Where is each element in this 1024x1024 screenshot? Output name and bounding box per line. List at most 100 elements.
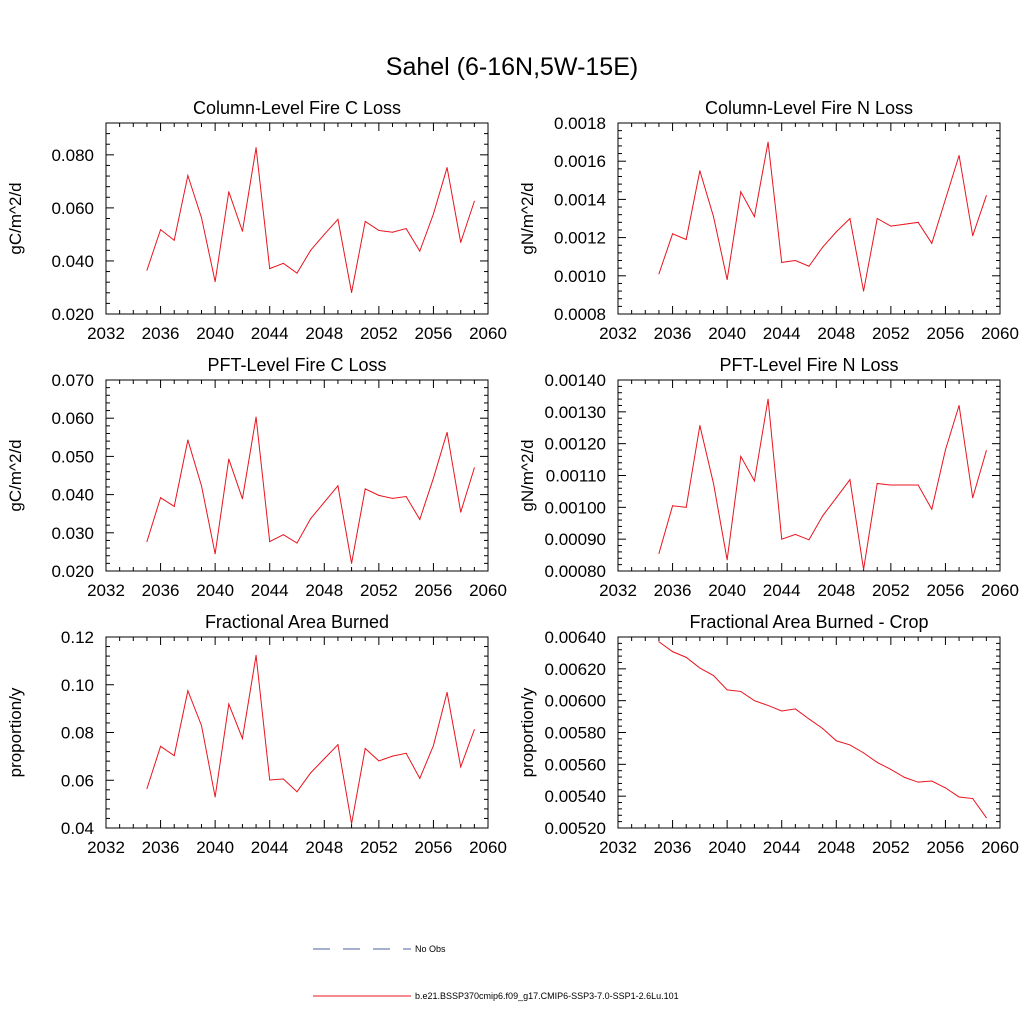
data-point [972,235,974,237]
data-point [473,729,475,731]
figure-title: Sahel (6-16N,5W-15E) [386,53,638,81]
data-point [296,791,298,793]
y-tick-label: 0.00140 [545,371,606,390]
data-point [808,265,810,267]
data-point [808,718,810,720]
data-point [392,755,393,757]
x-tick-label: 2048 [305,838,343,857]
y-tick-label: 0.00090 [545,530,606,549]
panel-title: Column-Level Fire N Loss [705,98,913,118]
x-tick-label: 2056 [415,324,453,343]
series-line [146,655,475,824]
data-point [146,541,148,543]
data-point [685,239,687,241]
data-point [767,704,769,706]
panel-1: Column-Level Fire C Loss gC/m^2/d 2032 2036… [6,98,507,343]
x-tick-label: 2032 [599,838,637,857]
y-tick-label: 0.080 [51,146,94,165]
x-tick-label: 2036 [654,324,692,343]
data-point [890,225,892,227]
x-tick-label: 2032 [87,581,125,600]
data-point [160,745,162,747]
data-point [699,667,701,669]
y-tick-label: 0.10 [61,676,94,695]
x-tick-label: 2032 [87,324,125,343]
x-tick-label: 2052 [360,581,398,600]
data-point [931,242,933,244]
y-tick-label: 0.030 [51,524,94,543]
y-tick-label: 0.0014 [554,190,606,209]
data-point [672,233,674,235]
data-point [931,508,933,510]
x-tick-label: 2048 [817,324,855,343]
panel-title: Fractional Area Burned [205,612,389,632]
data-point [781,538,783,540]
data-point [296,272,298,274]
data-point [767,398,769,400]
data-point [446,167,448,169]
data-point [146,269,148,271]
y-tick-label: 0.08 [61,724,94,743]
x-tick-label: 2036 [654,581,692,600]
y-tick-label: 0.040 [51,252,94,271]
data-point [282,262,284,264]
x-tick-label: 2044 [251,838,289,857]
data-point [699,425,701,427]
data-point [296,542,298,544]
y-axis-label: gN/m^2/d [518,439,537,511]
data-point [337,744,339,746]
data-point [985,817,987,819]
data-point [282,534,284,536]
data-point [794,533,796,535]
y-tick-label: 0.020 [51,305,94,324]
data-point [160,229,162,231]
data-point [364,220,366,222]
x-tick-label: 2056 [415,838,453,857]
data-point [944,449,946,451]
data-point [310,772,312,774]
y-tick-label: 0.0012 [554,229,606,248]
x-tick-label: 2044 [251,324,289,343]
data-point [876,482,878,484]
x-tick-label: 2052 [872,581,910,600]
x-tick-label: 2060 [981,324,1019,343]
data-point [364,748,366,749]
data-point [201,725,202,727]
x-tick-label: 2044 [251,581,289,600]
data-point [323,501,325,503]
data-point [985,195,987,197]
plot-frame [617,636,1001,829]
data-point [917,221,919,223]
data-point [658,641,660,643]
y-axis-label: gC/m^2/d [6,439,25,511]
data-point [351,823,353,825]
series-line [146,416,475,564]
series-line [658,399,987,570]
y-tick-label: 0.0008 [554,305,606,324]
data-point [835,497,837,499]
x-tick-label: 2032 [599,581,637,600]
data-point [658,273,660,275]
panel-6: Fractional Area Burned - Crop proportion/… [518,612,1019,857]
y-tick-label: 0.00520 [545,819,606,838]
data-point [781,261,783,263]
x-tick-label: 2060 [981,838,1019,857]
plot-frame [105,636,489,829]
data-point [972,497,974,499]
data-point [255,654,257,656]
data-point [432,477,434,479]
data-point [241,737,243,739]
x-tick-label: 2056 [927,324,965,343]
x-tick-label: 2060 [469,581,507,600]
data-point [228,191,230,193]
data-point [378,229,380,231]
data-point [201,217,202,219]
panel-title: Fractional Area Burned - Crop [689,612,928,632]
data-point [460,766,462,768]
data-point [753,700,755,702]
y-tick-label: 0.00100 [545,498,606,517]
data-point [255,147,257,149]
x-tick-label: 2036 [654,838,692,857]
x-tick-label: 2052 [872,324,910,343]
